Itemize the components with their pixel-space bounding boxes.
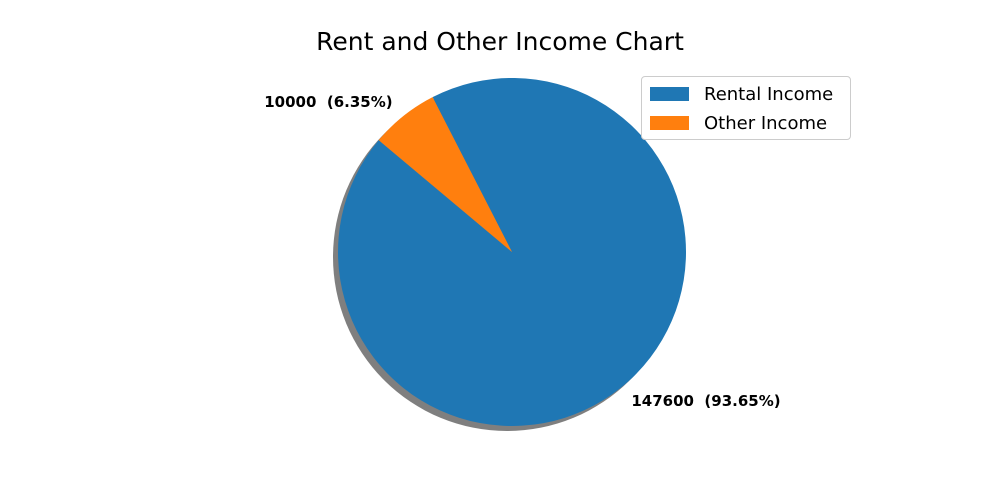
slice-label-other-income: 10000 (6.35%) [264, 93, 392, 111]
legend-item-other-income: Other Income [650, 112, 827, 134]
legend-swatch-rental-income [650, 87, 689, 101]
legend-item-rental-income: Rental Income [650, 83, 833, 105]
legend-swatch-other-income [650, 116, 689, 130]
chart-title: Rent and Other Income Chart [316, 27, 684, 56]
legend-label-rental-income: Rental Income [704, 83, 834, 105]
pie-slice-other-income [378, 97, 512, 252]
legend-label-other-income: Other Income [704, 112, 828, 134]
chart-legend: Rental Income Other Income [641, 76, 851, 140]
slice-label-rental-income: 147600 (93.65%) [631, 392, 780, 410]
pie-slice-rental-income [337, 78, 686, 427]
